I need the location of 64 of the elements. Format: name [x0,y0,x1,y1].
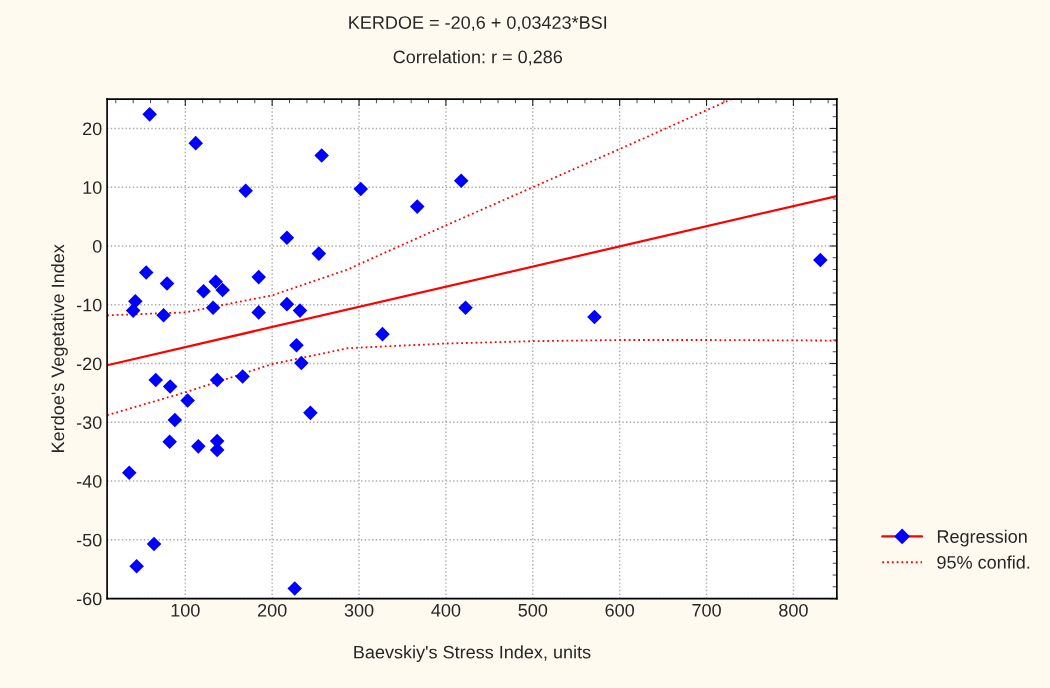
x-tick-label: 700 [692,603,721,617]
x-tick-label: 400 [431,603,461,617]
point [162,379,178,394]
y-tick-label: 0 [92,239,102,253]
point [353,181,369,197]
x-tick-label: 200 [258,603,287,617]
point [191,439,206,454]
x-tick-label: 800 [779,603,808,617]
legend-label: Regression [937,529,1027,547]
point [813,252,828,268]
point [156,308,171,323]
point [188,135,203,151]
point [279,296,295,312]
point [303,405,318,421]
point [167,412,183,428]
point [138,265,154,280]
point [289,338,304,353]
y-tick-label: 10 [83,181,102,194]
point [458,300,473,315]
legend-label: 95% confid. [937,555,1030,569]
point [453,173,469,189]
point [238,183,253,199]
y-tick-label: -20 [76,357,102,371]
point [180,393,195,408]
x-tick-label: 100 [171,603,200,617]
chart-title: KERDOE = -20,6 + 0,03423*BSI [349,16,607,32]
point [314,148,329,163]
x-tick-label: 600 [605,603,635,617]
point [205,300,221,315]
x-axis-title: Baevskiy's Stress Index, units [354,645,591,663]
point [146,536,162,552]
y-tick-label: -50 [76,533,102,547]
point [148,372,164,388]
y-tick-label: -60 [76,592,102,606]
point [292,303,308,318]
y-axis-title: Kerdoe's Vegetative Index [50,244,68,452]
line-series [107,339,837,417]
point [208,274,223,290]
point [121,465,137,481]
x-tick-label: 500 [518,603,548,617]
point [159,276,175,291]
point [125,303,141,318]
point [311,246,327,261]
point [294,355,309,371]
point [142,107,157,122]
point [375,326,390,342]
point [409,199,425,214]
chart-subtitle: Correlation: r = 0,286 [393,50,563,66]
y-tick-label: 20 [83,122,102,136]
point [251,269,266,285]
point [279,230,295,246]
y-tick-label: -40 [76,474,102,488]
point [251,305,266,320]
y-tick-label: -30 [76,416,102,429]
point [215,282,230,298]
y-tick-label: -10 [76,298,102,312]
point [235,369,250,384]
point [209,372,225,388]
x-tick-label: 300 [344,603,374,617]
point [162,434,177,449]
point [129,558,144,574]
point [287,581,303,596]
point [587,309,602,325]
point [196,283,211,299]
